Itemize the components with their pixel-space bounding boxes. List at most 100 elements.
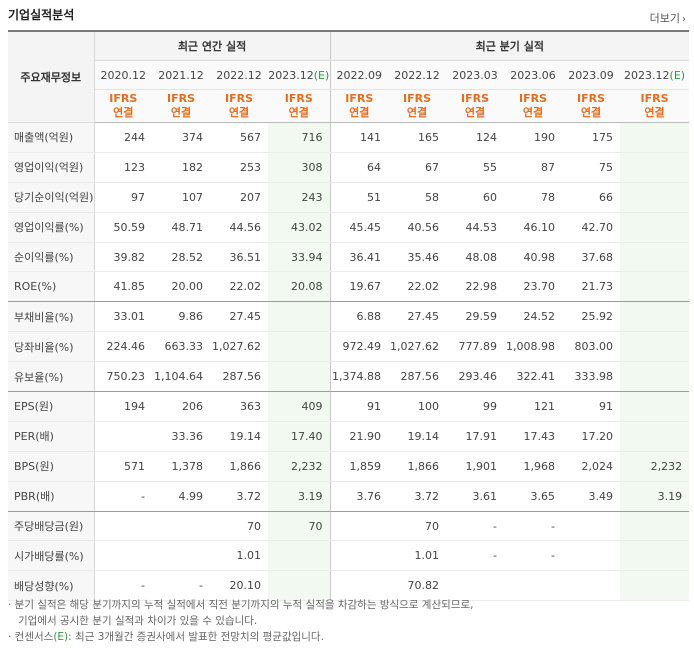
- table-cell: 206: [152, 391, 210, 422]
- table-cell: 121: [504, 391, 563, 422]
- table-cell: [620, 152, 690, 183]
- table-cell: 91: [562, 391, 621, 422]
- table-cell: 409: [268, 391, 331, 422]
- period-header: 2022.09: [330, 60, 389, 90]
- note-line-3: · 컨센서스(E): 최근 3개월간 증권사에서 발표한 전망치의 평균값입니다…: [8, 631, 324, 643]
- table-cell: 99: [446, 391, 505, 422]
- table-cell: 124: [446, 122, 505, 153]
- table-cell: 3.19: [268, 481, 331, 512]
- table-cell: 42.70: [562, 212, 621, 243]
- table-cell: 322.41: [504, 361, 563, 393]
- table-cell: 1,104.64: [152, 361, 210, 393]
- table-cell: 17.91: [446, 421, 505, 452]
- table-cell: 55: [446, 152, 505, 183]
- table-cell: 66: [562, 182, 621, 213]
- table-cell: [504, 570, 563, 602]
- table-cell: 27.45: [210, 301, 268, 333]
- table-row: 당좌비율(%) 224.46 663.33 1,027.62 972.49 1,027.6…: [8, 331, 690, 363]
- table-cell: 17.40: [268, 421, 331, 452]
- table-cell: 141: [330, 122, 389, 153]
- table-cell: 3.76: [330, 481, 389, 512]
- table-cell: 100: [388, 391, 447, 422]
- table-cell: 17.43: [504, 421, 563, 452]
- period-header: 2022.12: [210, 60, 268, 90]
- financial-table: 주요재무정보 최근 연간 실적 최근 분기 실적 2020.12 2021.12 2…: [8, 30, 690, 602]
- table-cell: 43.02: [268, 212, 331, 243]
- table-cell: 803.00: [562, 331, 621, 363]
- table-cell: [94, 511, 152, 542]
- table-row: BPS(원) 571 1,378 1,866 2,232 1,859 1,866 1,901 1…: [8, 451, 690, 482]
- table-cell: -: [504, 540, 563, 572]
- table-cell: 78: [504, 182, 563, 213]
- table-cell: 28.52: [152, 242, 210, 273]
- table-cell: 44.56: [210, 212, 268, 243]
- table-cell: 2,024: [562, 451, 621, 482]
- table-cell: 33.36: [152, 421, 210, 452]
- period-header: 2023.03: [446, 60, 505, 90]
- table-cell: 24.52: [504, 301, 563, 333]
- table-cell: 1,008.98: [504, 331, 563, 363]
- table-cell: 1.01: [210, 540, 268, 572]
- table-cell: 287.56: [388, 361, 447, 393]
- row-label: 배당성향(%): [8, 570, 95, 602]
- period-header: 2020.12: [94, 60, 152, 90]
- table-cell: 363: [210, 391, 268, 422]
- period-header: 2023.12(E): [268, 60, 331, 90]
- table-cell: 107: [152, 182, 210, 213]
- table-cell: [562, 570, 621, 602]
- table-cell: 70: [388, 511, 447, 542]
- table-cell: [620, 540, 690, 572]
- table-cell: 36.41: [330, 242, 389, 273]
- period-header: 2023.12(E): [620, 60, 690, 90]
- table-cell: 571: [94, 451, 152, 482]
- table-cell: [562, 540, 621, 572]
- table-cell: 3.72: [388, 481, 447, 512]
- table-row: 유보율(%) 750.23 1,104.64 287.56 1,374.88 287.56…: [8, 361, 690, 393]
- table-cell: 253: [210, 152, 268, 183]
- table-cell: 33.01: [94, 301, 152, 333]
- quarter-header: 최근 분기 실적: [330, 30, 690, 61]
- table-cell: [268, 361, 331, 393]
- table-row: 배당성향(%) - -20.10 70.82: [8, 570, 690, 602]
- table-cell: 3.49: [562, 481, 621, 512]
- table-row: 주당배당금(원) 70 70 70- -: [8, 511, 690, 542]
- table-cell: 22.02: [388, 271, 447, 303]
- table-cell: 48.08: [446, 242, 505, 273]
- table-row: 영업이익률(%) 50.59 48.71 44.56 43.02 45.45 40.56 44…: [8, 212, 690, 243]
- panel-title: 기업실적분석: [8, 8, 75, 22]
- table-cell: [620, 421, 690, 452]
- row-label: 당기순이익(억원): [8, 182, 95, 213]
- table-cell: 716: [268, 122, 331, 153]
- table-cell: 33.94: [268, 242, 331, 273]
- row-label: ROE(%): [8, 271, 95, 303]
- table-cell: 1,968: [504, 451, 563, 482]
- more-link[interactable]: 더보기 ›: [650, 10, 686, 26]
- table-cell: 75: [562, 152, 621, 183]
- table-cell: [620, 122, 690, 153]
- table-row: 순이익률(%) 39.82 28.52 36.51 33.94 36.41 35.46 48.…: [8, 242, 690, 273]
- table-cell: 19.14: [210, 421, 268, 452]
- table-cell: 37.68: [562, 242, 621, 273]
- table-cell: [620, 361, 690, 393]
- table-cell: [620, 182, 690, 213]
- table-cell: -: [152, 570, 210, 602]
- table-cell: 1,027.62: [388, 331, 447, 363]
- table-cell: 374: [152, 122, 210, 153]
- table-cell: 293.46: [446, 361, 505, 393]
- table-cell: 190: [504, 122, 563, 153]
- table-cell: 308: [268, 152, 331, 183]
- table-cell: 9.86: [152, 301, 210, 333]
- table-cell: [330, 570, 389, 602]
- table-cell: [268, 331, 331, 363]
- row-label: 시가배당률(%): [8, 540, 95, 572]
- table-cell: 25.92: [562, 301, 621, 333]
- table-cell: 21.73: [562, 271, 621, 303]
- table-cell: 2,232: [268, 451, 331, 482]
- row-label: 부채비율(%): [8, 301, 95, 333]
- table-cell: 17.20: [562, 421, 621, 452]
- table-cell: 58: [388, 182, 447, 213]
- table-cell: 50.59: [94, 212, 152, 243]
- table-cell: 333.98: [562, 361, 621, 393]
- table-cell: 70: [210, 511, 268, 542]
